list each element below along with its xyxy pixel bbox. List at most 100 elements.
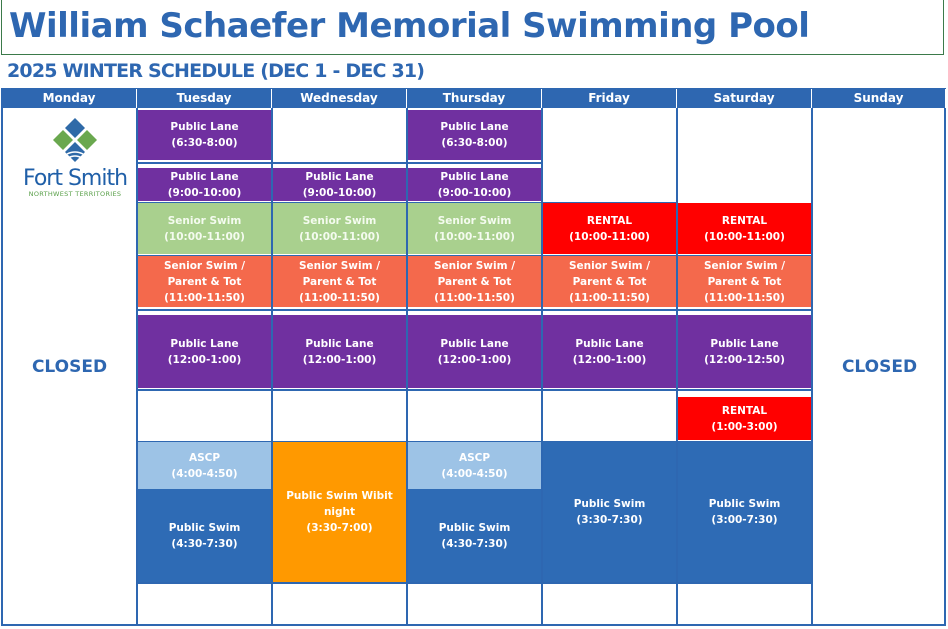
- header-saturday: Saturday: [677, 89, 812, 108]
- session-text: Public Lane: [440, 170, 509, 183]
- session-text: RENTAL: [721, 214, 768, 227]
- session-text: Senior Swim: [302, 214, 377, 227]
- session-block: Senior Swim (10:00-11:00): [138, 203, 271, 254]
- column-divider: [677, 108, 813, 625]
- session-text: (11:00-11:50): [434, 291, 515, 304]
- session-text: Parent & Tot: [302, 275, 377, 288]
- session-text: Public Lane: [170, 337, 239, 350]
- session-text: Public Swim: [573, 498, 646, 510]
- session-block: Senior Swim / Parent & Tot (11:00-11:50): [543, 256, 676, 307]
- session-text: (10:00-11:00): [434, 230, 515, 243]
- session-text: (10:00-11:00): [569, 230, 650, 243]
- session-block: Senior Swim / Parent & Tot (11:00-11:50): [678, 256, 811, 307]
- session-text: (3:00-7:30): [711, 514, 778, 526]
- session-text: (11:00-11:50): [299, 291, 380, 304]
- session-block: Public Lane (9:00-10:00): [138, 168, 271, 201]
- header-monday: Monday: [2, 89, 137, 108]
- session-text: Public Lane: [710, 337, 779, 350]
- session-block: ASCP (4:00-4:50): [138, 442, 271, 489]
- logo-name: Fort Smith: [22, 166, 128, 191]
- session-text: (4:00-4:50): [441, 467, 508, 480]
- fort-smith-logo: Fort Smith NORTHWEST TERRITORIES: [15, 116, 135, 198]
- session-text: (12:00-1:00): [167, 353, 242, 366]
- session-text: (10:00-11:00): [299, 230, 380, 243]
- session-block: RENTAL (1:00-3:00): [678, 397, 811, 440]
- row-divider: [137, 202, 677, 204]
- session-text: (4:30-7:30): [171, 537, 238, 550]
- session-text: Senior Swim /: [568, 259, 651, 272]
- header-friday: Friday: [542, 89, 677, 108]
- session-block: Public Swim (4:30-7:30): [138, 489, 271, 582]
- session-text: Parent & Tot: [437, 275, 512, 288]
- session-text: Senior Swim /: [163, 259, 246, 272]
- session-text: Senior Swim: [437, 214, 512, 227]
- session-text: (9:00-10:00): [302, 186, 377, 199]
- header-wednesday: Wednesday: [272, 89, 407, 108]
- session-text: (6:30-8:00): [441, 137, 508, 149]
- session-text: RENTAL: [586, 214, 633, 227]
- session-text: Public Lane: [305, 170, 374, 183]
- column-divider: [407, 108, 543, 625]
- session-block: Senior Swim (10:00-11:00): [408, 203, 541, 254]
- session-text: ASCP: [188, 451, 221, 464]
- session-text: (6:30-8:00): [171, 137, 238, 149]
- column-divider: [2, 108, 138, 625]
- column-divider: [272, 108, 408, 625]
- session-text: Public Swim Wibit night: [286, 490, 393, 518]
- session-text: (3:30-7:00): [306, 522, 373, 534]
- session-block: Senior Swim / Parent & Tot (11:00-11:50): [408, 256, 541, 307]
- session-text: Parent & Tot: [572, 275, 647, 288]
- session-text: (3:30-7:30): [576, 514, 643, 526]
- session-block: Public Swim (3:00-7:30): [678, 442, 811, 582]
- logo-diamond-icon: [53, 118, 97, 162]
- session-block: Public Swim Wibit night (3:30-7:00): [273, 442, 406, 582]
- row-divider: [137, 582, 812, 584]
- monday-closed-label: CLOSED: [31, 357, 108, 377]
- session-text: Public Swim: [438, 521, 511, 534]
- schedule-subtitle: 2025 WINTER SCHEDULE (DEC 1 - DEC 31): [7, 60, 425, 82]
- session-text: (4:30-7:30): [441, 537, 508, 550]
- session-text: Public Swim: [708, 498, 781, 510]
- session-text: (11:00-11:50): [569, 291, 650, 304]
- column-divider: [542, 108, 678, 625]
- session-block: Public Lane (12:00-1:00): [408, 315, 541, 388]
- session-block: Public Lane (6:30-8:00): [138, 110, 271, 160]
- session-block: Public Lane (12:00-1:00): [543, 315, 676, 388]
- session-block: Public Lane (12:00-12:50): [678, 315, 811, 388]
- session-text: Public Lane: [170, 121, 239, 133]
- session-text: Public Lane: [440, 121, 509, 133]
- session-text: (12:00-12:50): [704, 353, 785, 366]
- session-block: Senior Swim (10:00-11:00): [273, 203, 406, 254]
- session-text: Parent & Tot: [167, 275, 242, 288]
- session-text: Public Lane: [440, 337, 509, 350]
- session-text: RENTAL: [721, 404, 768, 417]
- session-block: Senior Swim / Parent & Tot (11:00-11:50): [273, 256, 406, 307]
- logo-region: NORTHWEST TERRITORIES: [28, 190, 122, 198]
- session-block: Public Lane (12:00-1:00): [273, 315, 406, 388]
- session-text: (10:00-11:00): [704, 230, 785, 243]
- session-text: Public Lane: [575, 337, 644, 350]
- session-text: (10:00-11:00): [164, 230, 245, 243]
- session-text: (1:00-3:00): [711, 420, 778, 433]
- session-text: Senior Swim /: [703, 259, 786, 272]
- session-text: ASCP: [458, 451, 491, 464]
- sunday-closed-label: CLOSED: [841, 357, 918, 377]
- header-thursday: Thursday: [407, 89, 542, 108]
- title-box: [1, 0, 944, 55]
- session-block: Public Lane (9:00-10:00): [408, 168, 541, 201]
- header-tuesday: Tuesday: [137, 89, 272, 108]
- session-block: Public Lane (12:00-1:00): [138, 315, 271, 388]
- session-block: Public Swim (3:30-7:30): [543, 442, 676, 582]
- session-block: RENTAL (10:00-11:00): [543, 203, 676, 254]
- session-text: (12:00-1:00): [302, 353, 377, 366]
- row-divider: [137, 162, 542, 164]
- session-text: (12:00-1:00): [437, 353, 512, 366]
- session-text: (9:00-10:00): [167, 186, 242, 199]
- column-divider: [137, 108, 273, 625]
- session-text: Senior Swim /: [298, 259, 381, 272]
- session-block: Senior Swim / Parent & Tot (11:00-11:50): [138, 256, 271, 307]
- session-block: Public Lane (6:30-8:00): [408, 110, 541, 160]
- session-text: Senior Swim /: [433, 259, 516, 272]
- session-text: (12:00-1:00): [572, 353, 647, 366]
- session-text: (9:00-10:00): [437, 186, 512, 199]
